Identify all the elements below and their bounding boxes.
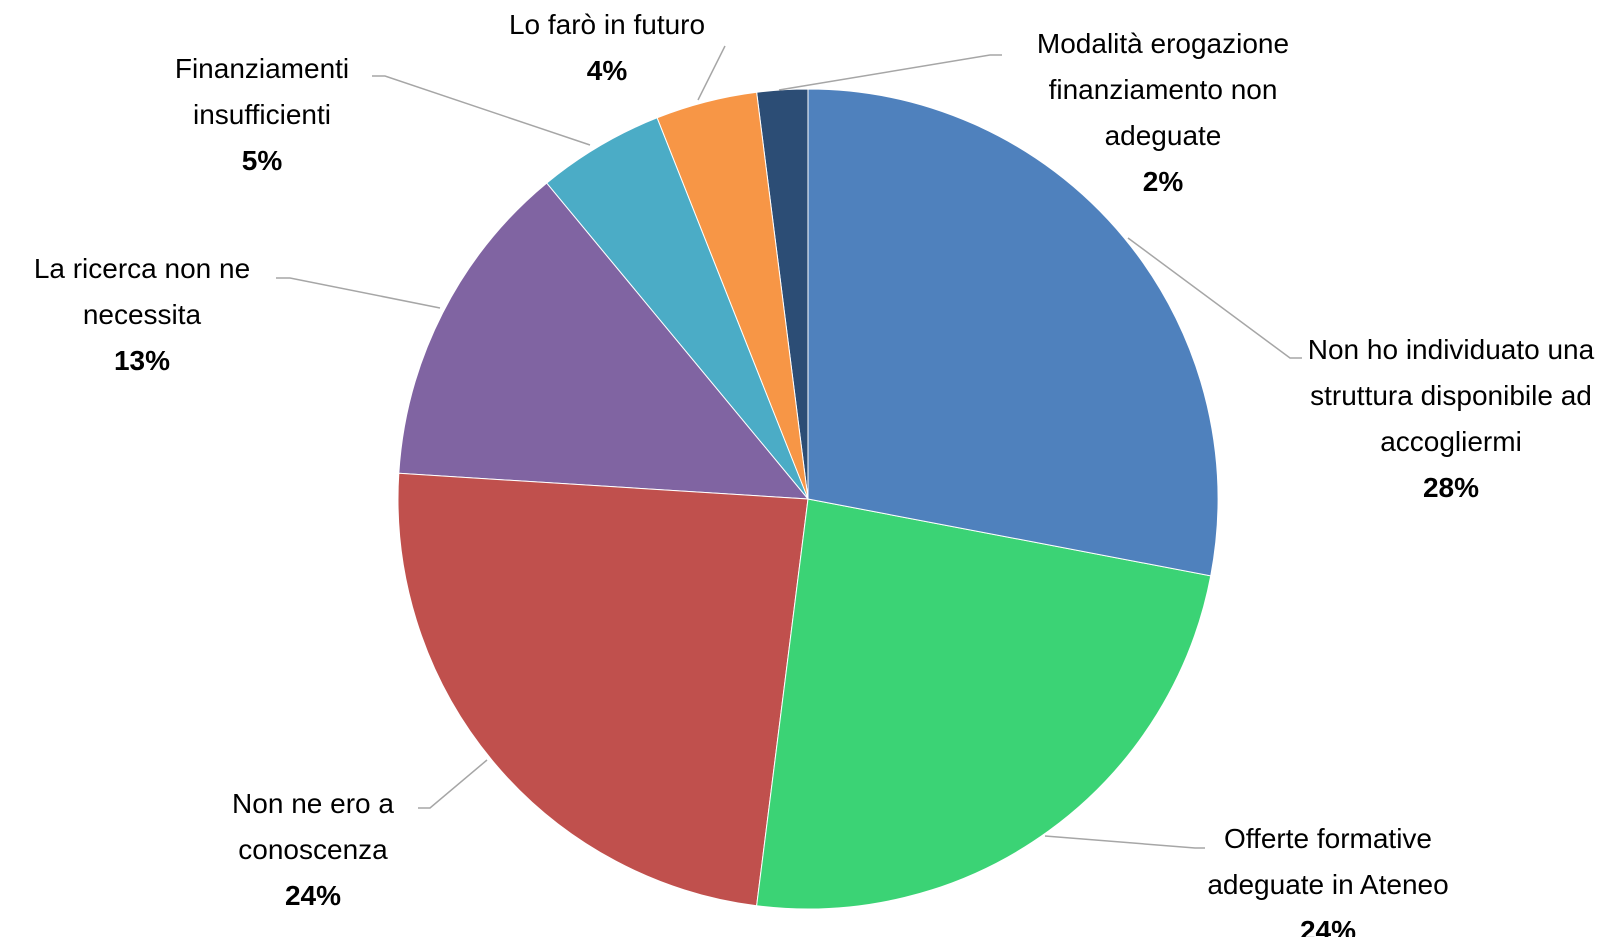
slice-label: Modalità erogazione finanziamento non ad… [998, 21, 1328, 205]
category-label: Non ne ero a conoscenza [232, 788, 394, 865]
pie-slice [398, 182, 810, 500]
category-label: Non ho individuato una struttura disponi… [1307, 334, 1595, 457]
value-label: 4% [586, 55, 628, 86]
category-label: Modalità erogazione finanziamento non ad… [1036, 28, 1290, 151]
value-label: 24% [1299, 915, 1357, 937]
pie-slice [397, 472, 809, 907]
pie-slice [756, 498, 1212, 910]
leader-line [1127, 237, 1302, 359]
slice-label: Lo farò in futuro 4% [467, 2, 747, 94]
leader-line [276, 277, 441, 309]
slice-label: Non ne ero a conoscenza 24% [208, 781, 418, 919]
category-label: La ricerca non ne necessita [33, 253, 251, 330]
pie-slice [807, 88, 1219, 577]
value-label: 2% [1142, 166, 1184, 197]
slice-label: La ricerca non ne necessita 13% [7, 246, 277, 384]
value-label: 5% [241, 145, 283, 176]
leader-line [418, 759, 488, 809]
slice-label: Finanziamenti insufficienti 5% [152, 46, 372, 184]
category-label: Offerte formative adeguate in Ateneo [1207, 823, 1449, 900]
value-label: 28% [1422, 472, 1480, 503]
leader-line [697, 45, 726, 101]
slice-label: Offerte formative adeguate in Ateneo 24% [1178, 816, 1478, 937]
category-label: Lo farò in futuro [508, 9, 706, 40]
leader-line [372, 75, 591, 146]
category-label: Finanziamenti insufficienti [174, 53, 350, 130]
leader-lines [276, 45, 1302, 849]
leader-line [778, 54, 1002, 91]
value-label: 24% [284, 880, 342, 911]
slice-label: Non ho individuato una struttura disponi… [1301, 327, 1601, 511]
leader-line [1044, 835, 1205, 849]
value-label: 13% [113, 345, 171, 376]
